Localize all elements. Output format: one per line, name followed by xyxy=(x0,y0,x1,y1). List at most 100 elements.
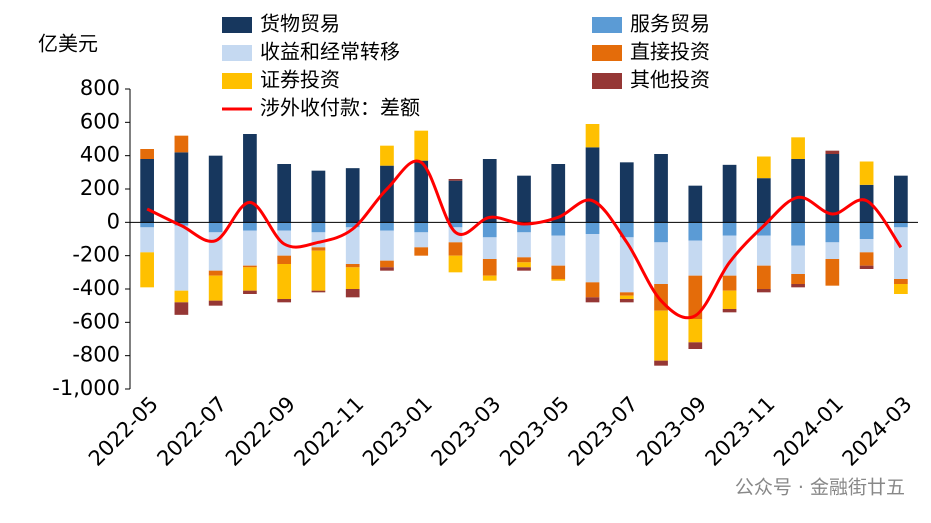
bar xyxy=(448,179,463,181)
bar xyxy=(277,222,292,231)
bar xyxy=(825,154,840,223)
watermark: 公众号 · 金融街廿五 xyxy=(735,477,905,499)
bar xyxy=(414,130,429,161)
bar xyxy=(345,222,360,228)
bar xyxy=(688,319,703,343)
bar xyxy=(345,168,360,223)
bar xyxy=(825,259,840,286)
bar xyxy=(551,222,566,236)
legend-swatch xyxy=(592,17,622,33)
bar xyxy=(894,284,908,294)
line xyxy=(146,159,903,320)
x-tick-label: 2024-01 xyxy=(769,392,848,471)
bar xyxy=(722,275,737,291)
bar xyxy=(243,222,257,231)
bar xyxy=(825,222,840,243)
bar xyxy=(380,260,394,268)
bar xyxy=(380,165,394,223)
bar xyxy=(174,135,189,153)
legend-label: 其他投资 xyxy=(630,68,710,92)
bar xyxy=(688,275,703,319)
bar xyxy=(756,156,771,179)
bar xyxy=(517,222,531,233)
legend-label: 收益和经常转移 xyxy=(260,40,400,64)
y-tick-label: 200 xyxy=(80,176,120,200)
bar xyxy=(791,159,805,223)
bar xyxy=(448,222,463,228)
y-tick-label: -1,000 xyxy=(52,376,120,400)
bar xyxy=(517,175,531,223)
bar xyxy=(277,255,292,264)
bar xyxy=(791,245,805,274)
bar xyxy=(482,275,497,281)
legend-swatch xyxy=(222,45,252,61)
bar xyxy=(756,235,771,266)
bar xyxy=(243,134,257,223)
bar xyxy=(791,137,805,159)
bar xyxy=(208,222,223,233)
bar xyxy=(208,275,223,301)
bar xyxy=(859,222,874,239)
bar xyxy=(619,292,634,296)
bar xyxy=(414,232,429,248)
bar xyxy=(243,267,257,291)
bar xyxy=(894,175,908,223)
bar xyxy=(722,309,737,313)
bar xyxy=(174,222,189,226)
bar xyxy=(791,222,805,246)
bar xyxy=(654,222,668,243)
bar xyxy=(654,242,668,284)
bar xyxy=(277,299,292,303)
bar xyxy=(619,222,634,238)
bar xyxy=(414,160,429,223)
bar xyxy=(482,222,497,238)
bar xyxy=(859,161,874,185)
legend-swatch xyxy=(222,17,252,33)
bar xyxy=(859,184,874,223)
bar xyxy=(345,264,360,268)
bar xyxy=(174,225,189,291)
x-tick-label: 2023-01 xyxy=(358,392,437,471)
y-tick-label: -200 xyxy=(72,243,120,267)
bar xyxy=(311,222,326,233)
y-axis-label: 亿美元 xyxy=(38,32,98,56)
bar xyxy=(825,242,840,259)
bar xyxy=(208,155,223,223)
bar xyxy=(243,265,257,268)
bar xyxy=(619,237,634,293)
bar xyxy=(654,310,668,361)
bar xyxy=(448,255,463,273)
bar xyxy=(311,247,326,251)
legend-swatch xyxy=(592,73,622,89)
bar xyxy=(894,222,908,228)
bar xyxy=(688,342,703,349)
x-tick-label: 2023-05 xyxy=(495,392,574,471)
bar xyxy=(756,222,771,236)
bar xyxy=(380,145,394,166)
bar xyxy=(756,265,771,289)
bar xyxy=(174,152,189,223)
bar xyxy=(414,247,429,256)
x-tick-label: 2024-03 xyxy=(838,392,917,471)
bar xyxy=(722,290,737,309)
x-tick-label: 2022-07 xyxy=(152,392,231,471)
bar xyxy=(208,270,223,276)
bar xyxy=(140,222,154,228)
bar xyxy=(894,227,908,279)
bar xyxy=(654,154,668,223)
bar xyxy=(345,227,360,264)
bar xyxy=(722,164,737,223)
bar xyxy=(585,147,600,223)
bar xyxy=(585,234,600,283)
bar xyxy=(448,227,463,243)
bar xyxy=(585,222,600,234)
bar xyxy=(654,360,668,366)
bar xyxy=(791,284,805,288)
bar xyxy=(517,257,531,263)
y-tick-label: 400 xyxy=(80,143,120,167)
bar xyxy=(482,237,497,259)
bar xyxy=(311,250,326,291)
bar xyxy=(311,170,326,223)
bar xyxy=(482,259,497,276)
